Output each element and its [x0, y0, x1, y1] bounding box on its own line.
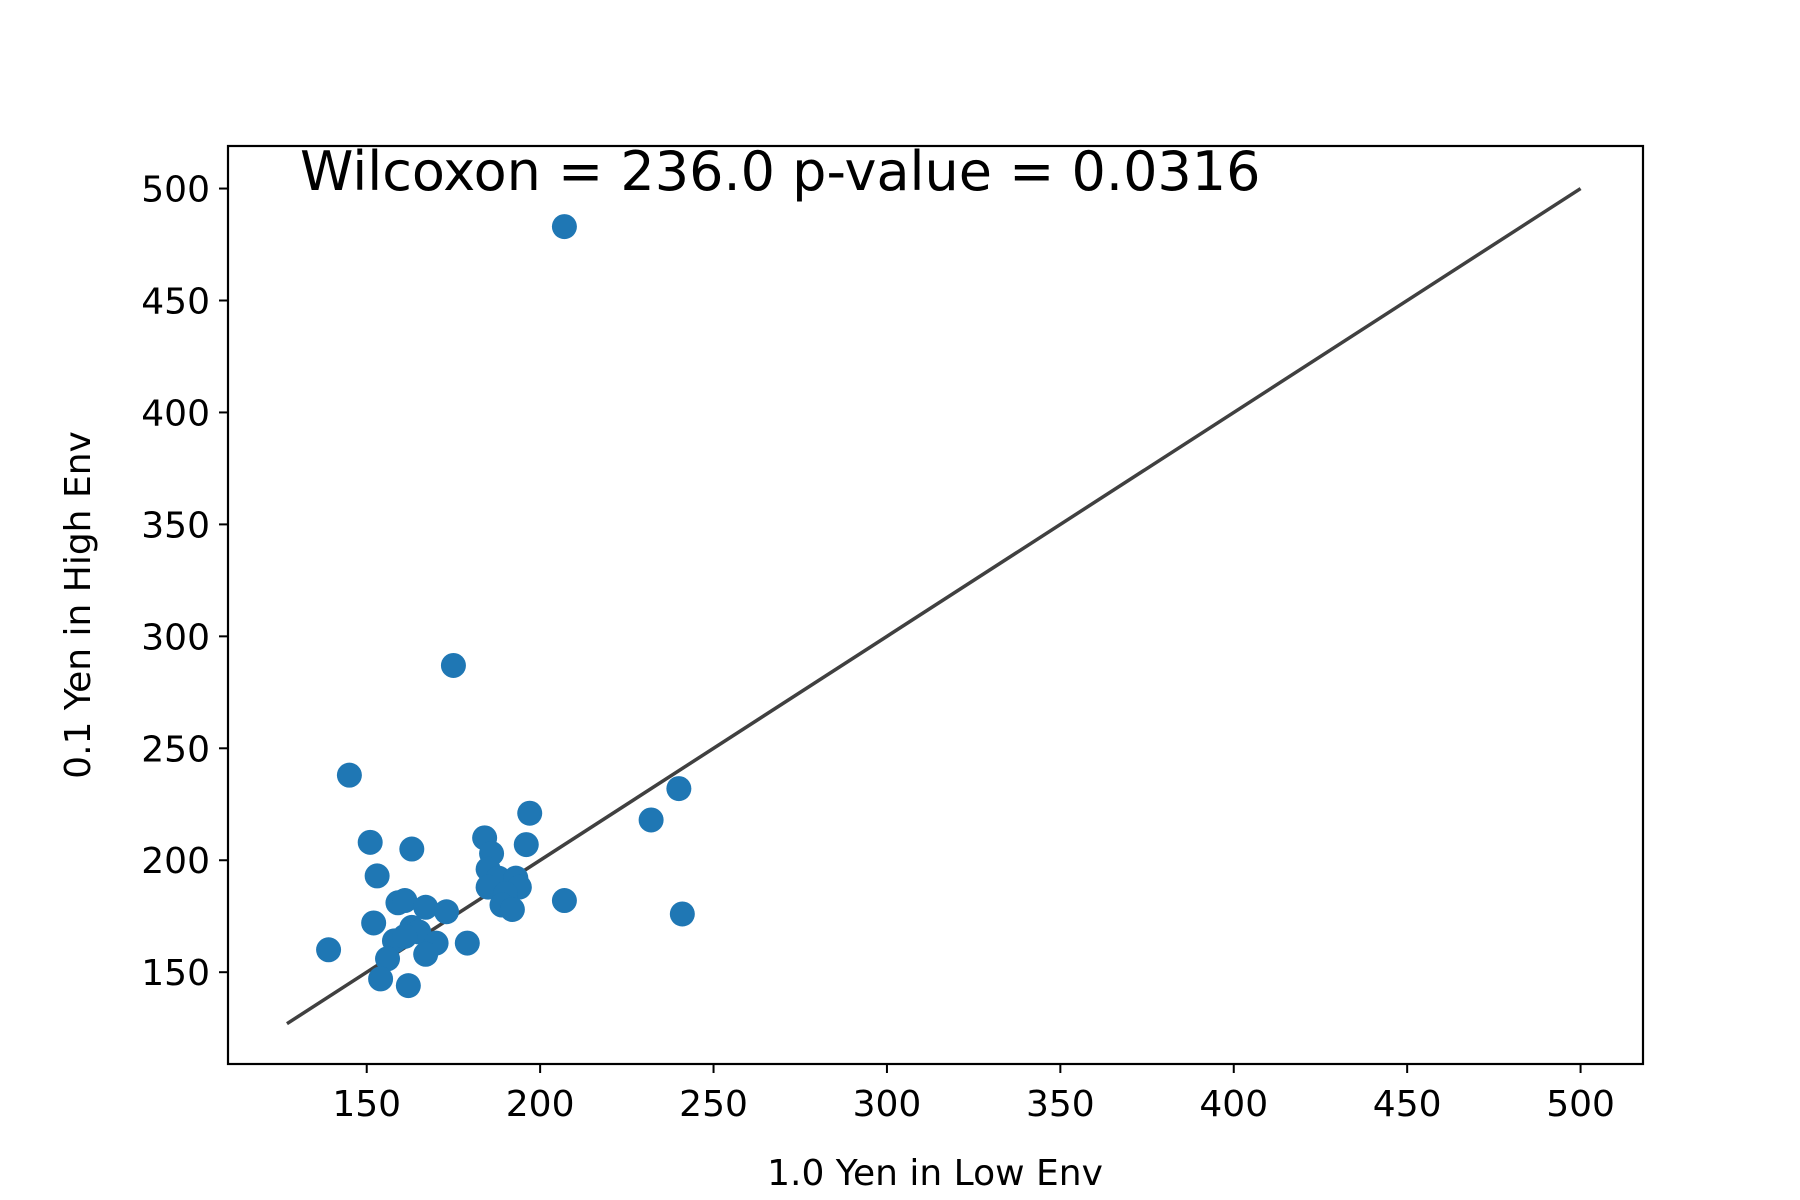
data-point-37 [669, 901, 695, 927]
data-point-30 [392, 923, 418, 949]
y-axis: 150 200 250 300 350 400 450 500 [141, 170, 228, 994]
data-point-5 [357, 829, 383, 855]
x-tick-label-350: 350 [1026, 1084, 1095, 1125]
y-axis-label: 0.1 Yen in High Env [58, 431, 99, 779]
data-point-33 [375, 946, 401, 972]
data-point-9 [513, 832, 539, 858]
y-tick-label-300: 300 [141, 617, 210, 658]
data-point-24 [433, 899, 459, 925]
data-point-0 [551, 214, 577, 240]
x-tick-label-150: 150 [332, 1084, 401, 1125]
plot-area [286, 187, 1582, 1026]
data-point-36 [316, 937, 342, 963]
data-point-18 [499, 897, 525, 923]
y-tick-label-200: 200 [141, 841, 210, 882]
y-tick-label-250: 250 [141, 729, 210, 770]
data-point-22 [392, 888, 418, 914]
x-axis-label: 1.0 Yen in Low Env [767, 1153, 1103, 1194]
y-tick-label-450: 450 [141, 281, 210, 322]
data-point-35 [395, 973, 421, 999]
data-point-8 [517, 800, 543, 826]
data-point-25 [361, 910, 387, 936]
y-tick-label-350: 350 [141, 505, 210, 546]
y-tick-label-400: 400 [141, 393, 210, 434]
x-tick-label-300: 300 [853, 1084, 922, 1125]
y-tick-label-150: 150 [141, 953, 210, 994]
x-tick-label-200: 200 [506, 1084, 575, 1125]
axes-frame [226, 144, 1645, 1066]
data-point-2 [336, 762, 362, 788]
annotation-text: Wilcoxon = 236.0 p-value = 0.0316 [300, 140, 1261, 203]
y-tick-label-500: 500 [141, 170, 210, 211]
x-tick-label-450: 450 [1373, 1084, 1442, 1125]
data-point-1 [440, 652, 466, 678]
x-tick-label-500: 500 [1546, 1084, 1615, 1125]
data-point-6 [399, 836, 425, 862]
data-point-31 [413, 941, 439, 967]
data-point-19 [551, 888, 577, 914]
x-axis: 150 200 250 300 350 400 450 500 [332, 1064, 1615, 1125]
data-point-23 [413, 894, 439, 920]
data-point-4 [638, 807, 664, 833]
data-point-20 [364, 863, 390, 889]
x-tick-label-400: 400 [1199, 1084, 1268, 1125]
data-point-32 [454, 930, 480, 956]
data-point-3 [666, 776, 692, 802]
data-point-34 [368, 966, 394, 992]
x-tick-label-250: 250 [679, 1084, 748, 1125]
